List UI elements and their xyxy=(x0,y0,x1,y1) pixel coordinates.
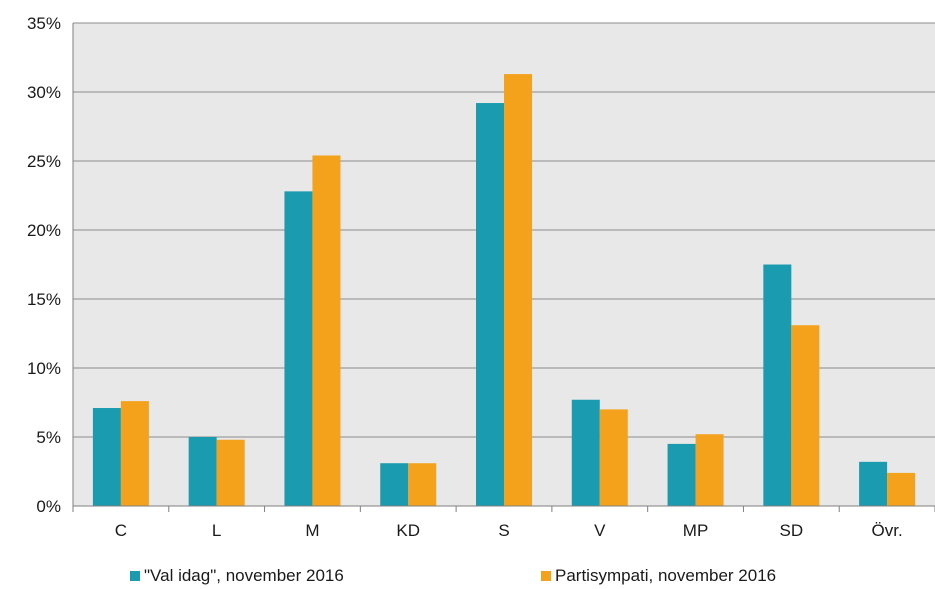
y-tick-label: 0% xyxy=(36,497,61,516)
bar-partisympati xyxy=(120,401,149,506)
bar-partisympati xyxy=(887,472,916,506)
y-tick-label: 25% xyxy=(27,152,61,171)
bar-val-idag xyxy=(763,264,792,506)
x-tick-label: L xyxy=(212,521,221,540)
legend-label-val-idag: "Val idag", november 2016 xyxy=(144,566,344,585)
bar-partisympati xyxy=(791,325,820,506)
bar-partisympati xyxy=(504,74,532,506)
legend-item-val-idag: "Val idag", november 2016 xyxy=(130,566,344,586)
y-tick-label: 20% xyxy=(27,221,61,240)
x-tick-label: S xyxy=(498,521,509,540)
x-tick-label: V xyxy=(594,521,606,540)
x-tick-label: Övr. xyxy=(872,521,903,540)
y-tick-label: 10% xyxy=(27,359,61,378)
bar-val-idag xyxy=(284,191,313,507)
x-tick-label: MP xyxy=(683,521,709,540)
bar-val-idag xyxy=(476,103,504,506)
axes xyxy=(72,23,935,512)
bar-val-idag xyxy=(92,408,121,506)
bars xyxy=(92,74,916,507)
bar-val-idag xyxy=(667,443,696,506)
legend-label-partisympati: Partisympati, november 2016 xyxy=(555,566,777,585)
y-tick-label: 15% xyxy=(27,290,61,309)
bar-partisympati xyxy=(695,434,724,506)
x-tick-label: C xyxy=(115,521,127,540)
bar-partisympati xyxy=(408,463,437,506)
legend-item-partisympati: Partisympati, november 2016 xyxy=(541,566,776,586)
x-tick-label: KD xyxy=(396,521,420,540)
bar-val-idag xyxy=(380,463,409,506)
y-tick-label: 5% xyxy=(36,428,61,447)
legend-swatch-partisympati xyxy=(541,571,551,581)
y-tick-label: 30% xyxy=(27,83,61,102)
bar-val-idag xyxy=(859,461,888,506)
bar-partisympati xyxy=(216,439,245,506)
y-tick-label: 35% xyxy=(27,14,61,33)
bar-val-idag xyxy=(188,437,217,506)
bar-val-idag xyxy=(571,399,600,506)
bar-partisympati xyxy=(599,409,628,506)
bar-partisympati xyxy=(312,155,341,507)
legend-swatch-val-idag xyxy=(130,571,140,581)
x-tick-label: SD xyxy=(780,521,804,540)
y-axis-tick-labels: 0% 5% 10% 15% 20% 25% 30% 35% xyxy=(27,14,61,516)
x-tick-label: M xyxy=(305,521,319,540)
x-axis-tick-labels: C L M KD S V MP SD Övr. xyxy=(115,521,903,540)
legend: "Val idag", november 2016 Partisympati, … xyxy=(0,566,935,588)
